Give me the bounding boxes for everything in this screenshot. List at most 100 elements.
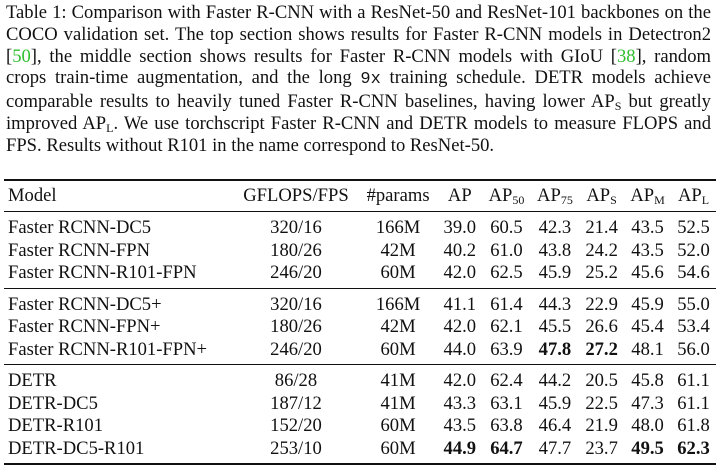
cell-aps: 26.6: [585, 316, 618, 337]
cell-params: 41M: [380, 392, 416, 414]
cell-ap75: 42.3: [538, 217, 572, 238]
cell-params: 166M: [358, 287, 438, 316]
table-header-row: Model GFLOPS/FPS #params AP AP50 AP75 AP…: [4, 180, 716, 212]
cell-ap: 42.0: [443, 262, 477, 283]
cell-apm: 43.5: [631, 217, 664, 238]
cell-apl: 52.0: [677, 239, 710, 261]
cell-aps: 24.2: [585, 239, 618, 261]
header-aps: APS: [579, 180, 624, 212]
cell-gflops: 253/10: [233, 437, 359, 465]
header-ap: AP: [447, 185, 472, 206]
header-aps-sub: S: [610, 193, 617, 207]
cell-ap50: 62.5: [490, 262, 523, 283]
cell-model: DETR-R101: [8, 415, 104, 436]
caption-text-3: ], random crops train-time augmentation,…: [6, 45, 711, 89]
cell-gflops: 320/16: [270, 217, 322, 238]
cell-ap: 42.0: [437, 364, 483, 393]
cell-ap75: 45.5: [538, 316, 572, 337]
cell-ap: 43.3: [443, 392, 477, 414]
cell-params: 166M: [375, 217, 421, 238]
cell-ap50: 63.1: [490, 392, 523, 414]
header-params: #params: [366, 185, 430, 206]
cell-apm: 48.0: [631, 415, 664, 436]
cell-ap50: 63.9: [490, 338, 523, 360]
cell-aps: 25.2: [585, 262, 618, 283]
table-row: DETR 86/28 41M 42.0 62.4 44.2 20.5 45.8 61.1: [4, 364, 716, 393]
cell-apm: 45.8: [624, 364, 672, 393]
cell-apl: 53.4: [677, 316, 710, 337]
cell-ap: 43.5: [443, 415, 477, 436]
cell-ap75: 43.8: [538, 239, 572, 261]
cell-gflops: 320/16: [233, 287, 359, 316]
cell-gflops: 246/20: [270, 338, 322, 360]
cell-ap: 42.0: [443, 316, 477, 337]
table-caption: Table 1: Comparison with Faster R-CNN wi…: [6, 2, 711, 157]
cell-params: 60M: [380, 262, 416, 283]
cell-gflops: 180/26: [270, 316, 322, 337]
cell-aps: 21.4: [585, 217, 618, 238]
cell-params: 60M: [380, 415, 416, 436]
cell-gflops: 86/28: [233, 364, 359, 393]
cell-ap75: 45.9: [538, 262, 572, 283]
cell-gflops: 246/20: [270, 262, 322, 283]
cell-aps: 22.9: [579, 287, 625, 316]
table-row: Faster RCNN-FPN+ 180/26 42M 42.0 62.1 45.5 26.…: [4, 316, 716, 339]
cell-params: 41M: [358, 364, 438, 393]
cell-ap: 44.0: [443, 338, 477, 360]
cell-ap50: 62.4: [482, 364, 531, 393]
table-row: Faster RCNN-DC5 320/16 166M 39.0 60.5 42.3 21.…: [4, 212, 716, 240]
header-apl-base: AP: [677, 185, 702, 206]
table-row: Faster RCNN-R101-FPN 246/20 60M 42.0 62.5 45.…: [4, 262, 716, 288]
citation-link-50[interactable]: 50: [12, 45, 31, 67]
cell-apm: 45.9: [624, 287, 672, 316]
cell-model: Faster RCNN-FPN+: [8, 316, 161, 337]
cell-model: Faster RCNN-FPN: [8, 239, 151, 261]
caption-text-1: Table 1: Comparison with Faster R-CNN wi…: [6, 2, 711, 67]
cell-model: Faster RCNN-R101-FPN+: [8, 338, 208, 360]
results-table-body: Faster RCNN-DC5 320/16 166M 39.0 60.5 42.3 21.…: [4, 212, 716, 465]
cell-model: DETR: [4, 364, 234, 393]
header-ap75-base: AP: [537, 185, 561, 206]
caption-text-4: training schedule. DETR models achieve c…: [6, 67, 711, 113]
cell-model: DETR-DC5-R101: [4, 437, 234, 465]
cell-aps: 21.9: [585, 415, 618, 436]
cell-ap: 41.1: [437, 287, 483, 316]
header-apl: APL: [671, 180, 716, 212]
results-table: Model GFLOPS/FPS #params AP AP50 AP75 AP…: [4, 179, 716, 465]
cell-ap75: 45.9: [538, 392, 572, 414]
cell-ap75: 47.8: [538, 338, 572, 360]
cell-ap75: 47.7: [530, 437, 580, 465]
cell-apl: 61.8: [677, 415, 710, 436]
cell-aps: 20.5: [579, 364, 625, 393]
header-ap50-base: AP: [488, 185, 513, 206]
table-row: Faster RCNN-R101-FPN+ 246/20 60M 44.0 63.9 47…: [4, 339, 716, 365]
caption-code-9x: 9x: [360, 70, 381, 90]
caption-text-2: ], the middle section shows results for …: [30, 45, 617, 67]
cell-apm: 48.1: [631, 338, 664, 360]
cell-apm: 45.6: [631, 262, 664, 283]
citation-link-38[interactable]: 38: [617, 45, 636, 67]
header-apm-base: AP: [630, 185, 655, 206]
header-aps-base: AP: [586, 185, 611, 206]
cell-ap: 44.9: [437, 437, 483, 465]
cell-gflops: 180/26: [270, 239, 322, 261]
cell-aps: 27.2: [585, 338, 618, 360]
cell-apm: 49.5: [624, 437, 672, 465]
cell-gflops: 187/12: [270, 392, 322, 414]
cell-aps: 23.7: [579, 437, 625, 465]
caption-subscript-s: S: [614, 99, 622, 114]
header-ap75: AP75: [531, 180, 579, 212]
cell-params: 60M: [380, 338, 416, 360]
cell-ap50: 64.7: [482, 437, 531, 465]
cell-ap50: 61.0: [490, 239, 523, 261]
cell-apm: 45.4: [631, 316, 664, 337]
cell-ap50: 61.4: [482, 287, 531, 316]
cell-apl: 62.3: [671, 437, 716, 465]
cell-apl: 55.0: [671, 287, 716, 316]
cell-ap: 40.2: [443, 239, 477, 261]
cell-model: Faster RCNN-DC5+: [4, 287, 234, 316]
cell-aps: 22.5: [585, 392, 618, 414]
cell-ap50: 62.1: [490, 316, 523, 337]
caption-text-5: but greatly improved AP: [6, 91, 711, 134]
